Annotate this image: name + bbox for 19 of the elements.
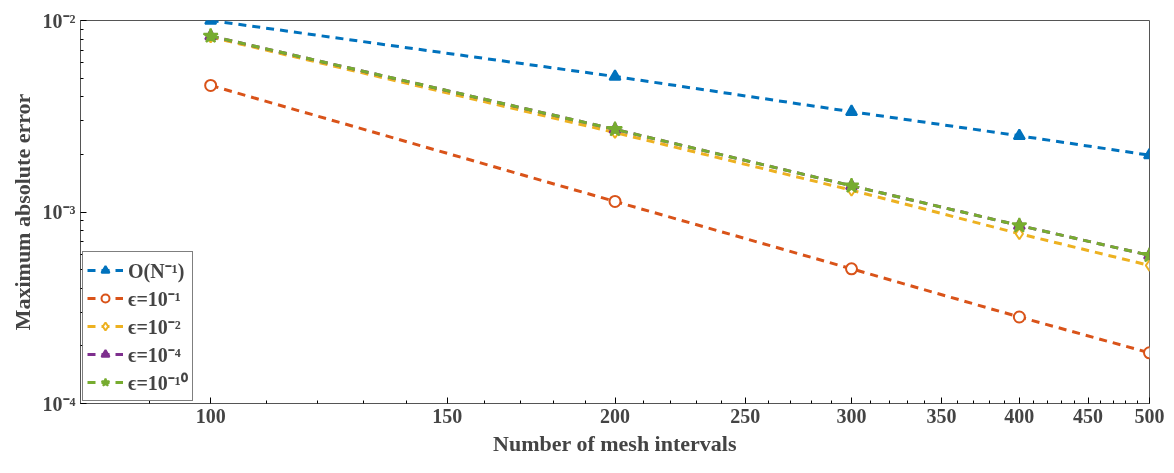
legend-label: O(N⁻¹)	[128, 258, 185, 284]
y-tick-label: 10⁻⁴	[42, 392, 76, 415]
x-tick-label: 150	[432, 404, 463, 427]
x-tick-label: 100	[195, 404, 226, 427]
legend-label: ϵ=10⁻¹⁰	[128, 370, 188, 396]
legend-label: ϵ=10⁻⁴	[128, 342, 181, 368]
x-tick-label: 300	[836, 404, 867, 427]
x-tick-label: 350	[926, 404, 957, 427]
x-tick-label: 500	[1134, 404, 1165, 427]
y-tick-label: 10⁻²	[42, 9, 76, 32]
y-tick-label: 10⁻³	[42, 201, 76, 223]
x-tick-label: 450	[1073, 404, 1104, 427]
x-tick-label: 250	[730, 404, 761, 427]
legend-label: ϵ=10⁻¹	[128, 286, 181, 312]
legend-label: ϵ=10⁻²	[128, 314, 181, 340]
y-axis-title: Maximum absolute error	[9, 93, 35, 331]
x-tick-label: 400	[1004, 404, 1035, 427]
x-tick-label: 200	[600, 404, 630, 427]
x-axis-title: Number of mesh intervals	[493, 430, 737, 456]
